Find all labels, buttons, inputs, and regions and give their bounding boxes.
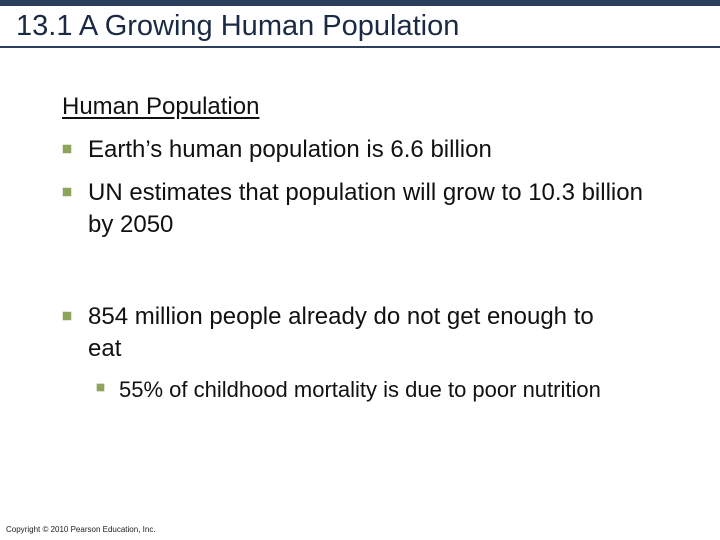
sub-bullet-item: 55% of childhood mortality is due to poo…	[96, 375, 636, 404]
sub-bullet-text: 55% of childhood mortality is due to poo…	[119, 377, 601, 402]
square-bullet-icon	[62, 144, 72, 154]
section-heading: Human Population	[62, 93, 260, 120]
slide-title: 13.1 A Growing Human Population	[16, 10, 460, 42]
square-bullet-icon	[62, 311, 72, 321]
title-divider	[0, 46, 720, 48]
bullet-item: UN estimates that population will grow t…	[62, 177, 662, 241]
bullet-text: UN estimates that population will grow t…	[88, 179, 643, 238]
bullet-text: 854 million people already do not get en…	[88, 303, 594, 362]
copyright-notice: Copyright © 2010 Pearson Education, Inc.	[6, 525, 156, 534]
square-bullet-icon	[62, 187, 72, 197]
bullet-item: Earth’s human population is 6.6 billion	[62, 134, 662, 166]
square-bullet-icon	[96, 383, 105, 392]
bullet-text: Earth’s human population is 6.6 billion	[88, 136, 492, 163]
bullet-item: 854 million people already do not get en…	[62, 301, 622, 365]
title-bar	[0, 0, 720, 6]
